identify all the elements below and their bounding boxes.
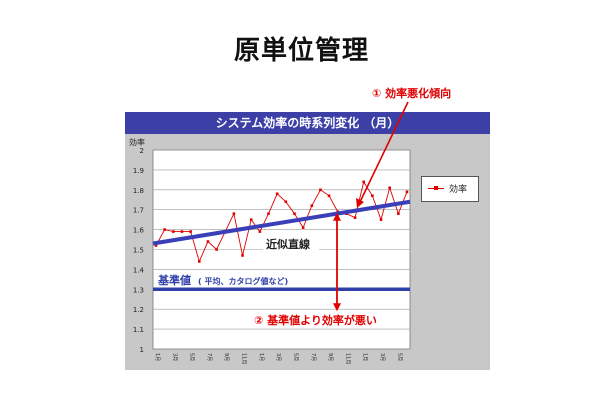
- data-point: [275, 192, 279, 196]
- data-point: [249, 218, 253, 221]
- data-point: [327, 194, 331, 198]
- trend-label-box: [263, 236, 319, 251]
- worsening-arrow-head: [356, 198, 364, 208]
- data-point: [371, 194, 374, 198]
- data-point: [319, 188, 322, 192]
- data-point: [215, 248, 218, 251]
- series-line: [155, 180, 408, 263]
- worsening-label: ① 効率悪化傾向: [372, 86, 451, 100]
- x-tick-label: 9月: [327, 353, 333, 361]
- data-point: [154, 244, 158, 247]
- data-point: [163, 228, 166, 231]
- chart-legend: 効率: [421, 176, 479, 202]
- trend-label: 近似直線: [266, 237, 310, 251]
- y-tick-label: 1.8: [133, 187, 144, 195]
- y-tick-label: 1.2: [133, 306, 144, 314]
- below-baseline-label: ② 基準値より効率が悪い: [254, 313, 377, 327]
- y-tick-label: 1.4: [133, 266, 145, 274]
- data-point: [379, 218, 383, 221]
- y-tick-label: 1.5: [133, 247, 144, 255]
- baseline-label-box: [155, 272, 315, 287]
- data-point: [310, 204, 314, 208]
- x-tick-label: 5月: [292, 353, 298, 361]
- legend-marker-swatch: [434, 186, 438, 190]
- data-point: [397, 212, 400, 215]
- data-point: [284, 200, 288, 204]
- x-tick-label: 11月: [241, 353, 247, 364]
- gap-arrow-head-top: [333, 212, 341, 221]
- data-point: [189, 230, 192, 233]
- x-tick-label: 5月: [189, 353, 195, 361]
- x-tick-label: 3月: [275, 353, 281, 361]
- x-tick-label: 7月: [206, 353, 212, 361]
- x-tick-label: 3月: [379, 353, 385, 361]
- data-point: [362, 180, 366, 184]
- baseline-label: 基準値: [157, 273, 191, 287]
- x-tick-label: 1月: [258, 353, 264, 361]
- chart-title: システム効率の時系列変化 （月）: [125, 112, 490, 134]
- data-point: [232, 212, 236, 215]
- below-baseline-label-box: [252, 312, 400, 328]
- baseline-note: ( 平均、カタログ値など): [198, 276, 288, 286]
- x-tick-label: 1月: [154, 353, 160, 361]
- data-point: [293, 212, 296, 215]
- trend-line: [152, 199, 411, 246]
- data-point: [241, 254, 244, 257]
- data-point: [405, 190, 409, 194]
- worsening-arrow-shaft: [359, 101, 409, 203]
- y-tick-label: 2: [140, 147, 144, 155]
- y-tick-label: 1.3: [133, 286, 144, 294]
- data-point: [197, 260, 201, 263]
- gap-arrow-head-bottom: [333, 303, 341, 312]
- y-tick-label: 1.1: [133, 326, 144, 334]
- data-point: [267, 212, 270, 215]
- x-tick-label: 3月: [171, 353, 177, 361]
- x-tick-label: 7月: [310, 353, 316, 361]
- data-point: [301, 226, 305, 229]
- data-point: [353, 216, 357, 219]
- data-point: [180, 230, 184, 233]
- y-tick-label: 1.9: [133, 167, 144, 175]
- x-tick-label: 9月: [223, 353, 229, 361]
- data-point: [258, 230, 262, 233]
- legend-label: 効率: [449, 185, 468, 195]
- y-tick-label: 1.7: [133, 207, 144, 215]
- data-point: [206, 240, 210, 243]
- x-tick-label: 5月: [396, 353, 402, 361]
- data-point: [172, 230, 175, 233]
- y-axis-label: 効率: [129, 137, 145, 147]
- y-tick-label: 1: [140, 346, 144, 354]
- x-tick-label: 1月: [362, 353, 368, 361]
- y-tick-label: 1.6: [133, 227, 145, 235]
- x-tick-label: 11月: [344, 353, 350, 364]
- data-point: [388, 186, 391, 190]
- page-title: 原単位管理: [233, 36, 369, 66]
